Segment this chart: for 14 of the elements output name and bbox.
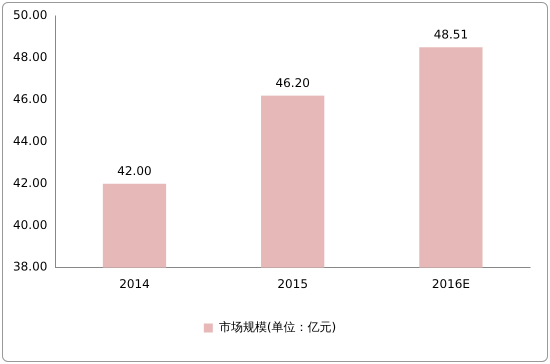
- x-tick-label: 2015: [277, 276, 308, 291]
- y-tick-label: 42.00: [12, 176, 48, 190]
- y-tick-label: 46.00: [12, 92, 48, 106]
- y-tick-label: 40.00: [12, 218, 48, 232]
- data-label: 42.00: [117, 164, 152, 178]
- y-tick-label: 50.00: [12, 8, 48, 22]
- y-tick-label: 48.00: [12, 50, 48, 64]
- y-tick-label: 38.00: [12, 260, 48, 274]
- legend-label: 市场规模(单位：亿元): [218, 320, 336, 334]
- x-tick-label: 2014: [119, 276, 150, 291]
- y-tick-label: 44.00: [12, 134, 48, 148]
- x-tick-label: 2016E: [432, 276, 470, 291]
- data-label: 48.51: [434, 27, 468, 42]
- data-label: 46.20: [275, 76, 310, 90]
